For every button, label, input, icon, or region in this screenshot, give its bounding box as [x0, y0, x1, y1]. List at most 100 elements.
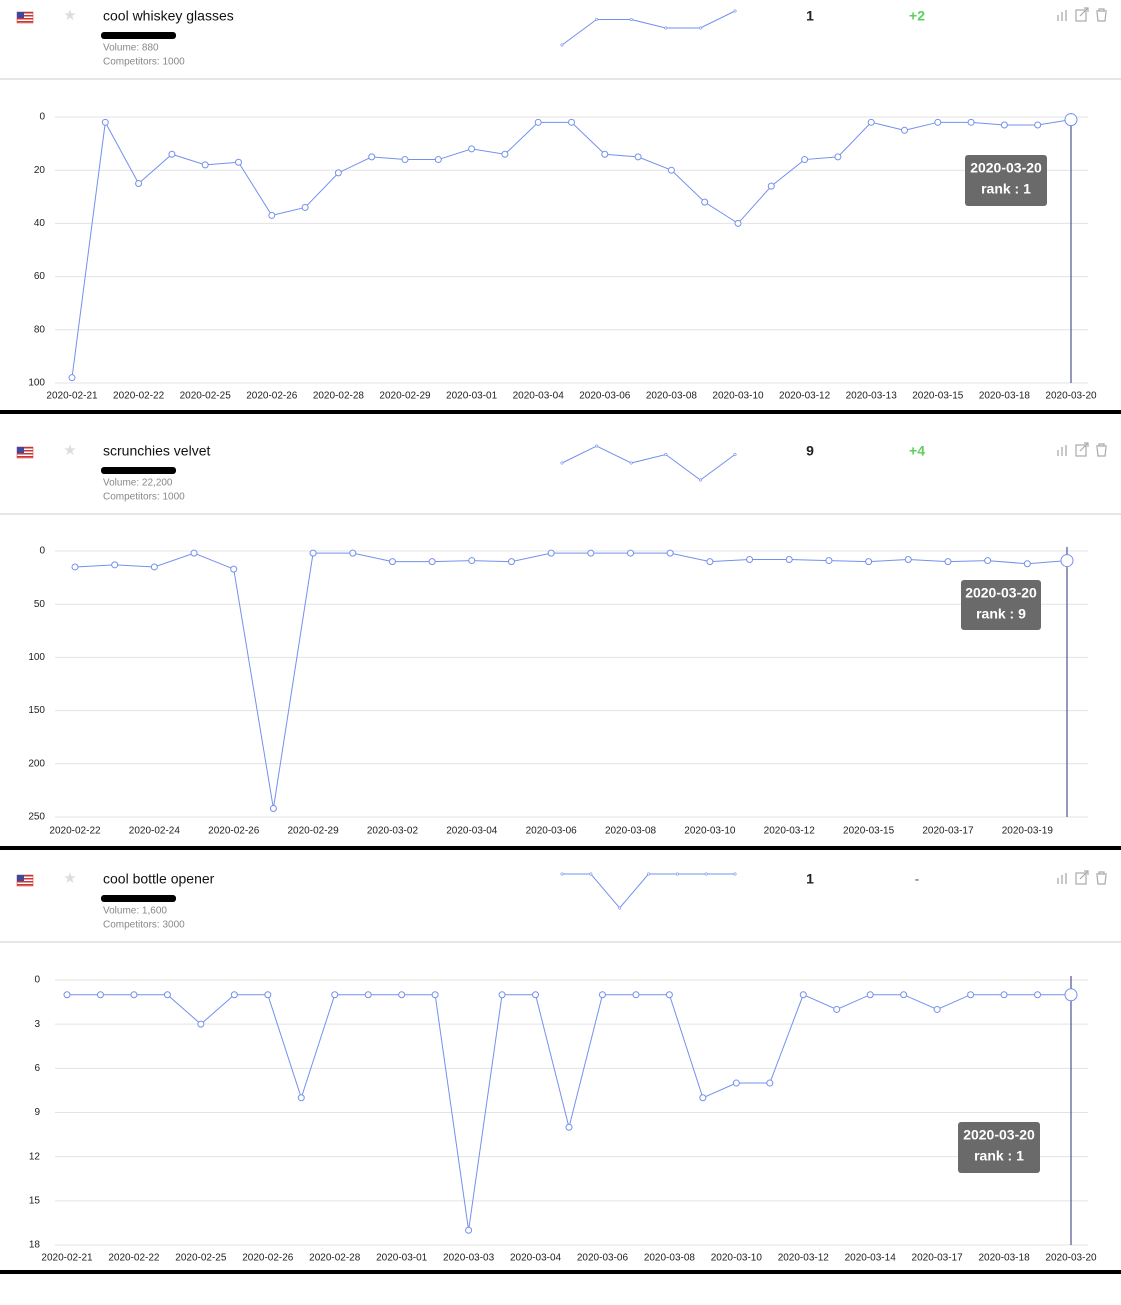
rank-point	[434, 156, 442, 164]
rank-point	[587, 549, 595, 557]
x-tick-label: 2020-02-25	[175, 1253, 227, 1264]
rank-point	[632, 991, 640, 999]
icon-bin	[1096, 871, 1107, 885]
redacted	[101, 32, 176, 39]
icon-bin	[1096, 8, 1107, 22]
keyword[interactable]: cool bottle opener	[103, 871, 215, 887]
open-icon[interactable]	[1075, 442, 1089, 457]
flag-stripe	[17, 875, 33, 877]
delete-icon[interactable]	[1096, 443, 1107, 457]
x-tick-label: 2020-03-04	[513, 391, 565, 402]
keyword[interactable]: cool whiskey glasses	[103, 8, 234, 24]
x-tick-label: 2020-03-08	[644, 1253, 696, 1264]
rank-point	[732, 1079, 740, 1087]
rank-line	[74, 552, 1068, 809]
icon-arrow	[1079, 870, 1089, 880]
y-tick-label: 40	[34, 218, 46, 229]
rank-point	[746, 556, 754, 564]
x-tick-label: 2020-02-22	[108, 1253, 160, 1264]
chart-icon[interactable]	[1057, 10, 1067, 21]
sparkline-point	[698, 26, 702, 30]
open-icon[interactable]	[1075, 870, 1089, 885]
favorite-star[interactable]: ★	[63, 870, 76, 887]
x-tick-label: 2020-03-10	[684, 826, 736, 837]
flag-stripe	[17, 12, 33, 14]
x-tick-label: 2020-03-20	[1045, 1253, 1097, 1264]
flag-icon	[16, 446, 34, 459]
rank-point	[163, 991, 171, 999]
y-tick-label: 12	[29, 1151, 41, 1162]
x-tick-label: 2020-03-15	[843, 826, 895, 837]
y-tick-label: 0	[34, 975, 40, 986]
current-rank: 1	[806, 871, 814, 887]
tooltip-rank: rank : 1	[981, 181, 1031, 197]
rank-point	[507, 558, 515, 566]
chart-icon[interactable]	[1057, 873, 1067, 884]
rank-point	[398, 991, 406, 999]
rank-point	[665, 991, 673, 999]
x-tick-label: 2020-02-26	[242, 1253, 294, 1264]
keyword-panel: ★ cool bottle opener Volume: 1,600 Competit…	[0, 870, 1121, 1274]
x-tick-label: 2020-03-20	[1045, 391, 1097, 402]
y-tick-label: 6	[34, 1063, 40, 1074]
rank-point	[1060, 554, 1074, 568]
tooltip-box	[961, 580, 1041, 630]
redacted	[101, 467, 176, 474]
tooltip: 2020-03-20 rank : 9	[961, 580, 1041, 630]
flag-stripe	[17, 447, 33, 449]
x-tick-label: 2020-02-29	[379, 391, 431, 402]
volume: Volume: 22,200	[103, 478, 173, 489]
rank-point	[68, 374, 76, 382]
flag-stripe	[17, 21, 33, 23]
rank-point	[785, 556, 793, 564]
sparkline-point	[664, 452, 668, 456]
tooltip-box	[958, 1122, 1040, 1173]
chart-icon[interactable]	[1057, 445, 1067, 456]
rank-change: -	[915, 871, 920, 887]
rank-point	[967, 991, 975, 999]
sparkline-point	[618, 906, 622, 910]
rank-point	[565, 1123, 573, 1131]
x-tick-label: 2020-02-22	[113, 391, 165, 402]
x-tick-label: 2020-03-01	[446, 391, 498, 402]
delete-icon[interactable]	[1096, 8, 1107, 22]
keyword-panel: ★ scrunchies velvet Volume: 22,200 Competit…	[0, 442, 1121, 850]
icon-bin	[1096, 443, 1107, 457]
flag-stripe	[17, 878, 33, 880]
favorite-star[interactable]: ★	[63, 7, 76, 24]
x-tick-label: 2020-03-18	[979, 391, 1031, 402]
rank-point	[197, 1020, 205, 1028]
x-tick-label: 2020-03-03	[443, 1253, 495, 1264]
y-tick-label: 80	[34, 324, 46, 335]
x-tick-label: 2020-03-12	[764, 826, 816, 837]
rank-point	[627, 549, 635, 557]
rank-point	[501, 150, 509, 158]
x-tick-label: 2020-03-18	[978, 1253, 1030, 1264]
rank-point	[264, 991, 272, 999]
rank-point	[235, 158, 242, 166]
x-tick-label: 2020-03-08	[646, 391, 698, 402]
favorite-star[interactable]: ★	[63, 442, 76, 459]
delete-icon[interactable]	[1096, 871, 1107, 885]
keyword[interactable]: scrunchies velvet	[103, 443, 210, 459]
y-tick-label: 250	[28, 812, 45, 823]
redacted	[101, 895, 176, 902]
icon-box	[1075, 444, 1087, 457]
y-tick-label: 100	[28, 652, 45, 663]
icon-arrow	[1079, 442, 1089, 452]
rank-point	[900, 991, 908, 999]
rank-point	[799, 991, 807, 999]
x-tick-label: 2020-02-26	[208, 826, 260, 837]
sparkline-point	[589, 872, 593, 876]
current-rank: 1	[806, 8, 814, 24]
open-icon[interactable]	[1075, 7, 1089, 22]
rank-point	[766, 1079, 774, 1087]
flag-stripe	[17, 456, 33, 458]
rank-point	[230, 991, 238, 999]
x-tick-label: 2020-02-29	[288, 826, 340, 837]
rank-point	[309, 549, 317, 557]
rank-point	[401, 156, 409, 164]
rank-point	[334, 169, 342, 177]
sparkline-point	[560, 872, 564, 876]
x-tick-label: 2020-03-10	[711, 1253, 763, 1264]
